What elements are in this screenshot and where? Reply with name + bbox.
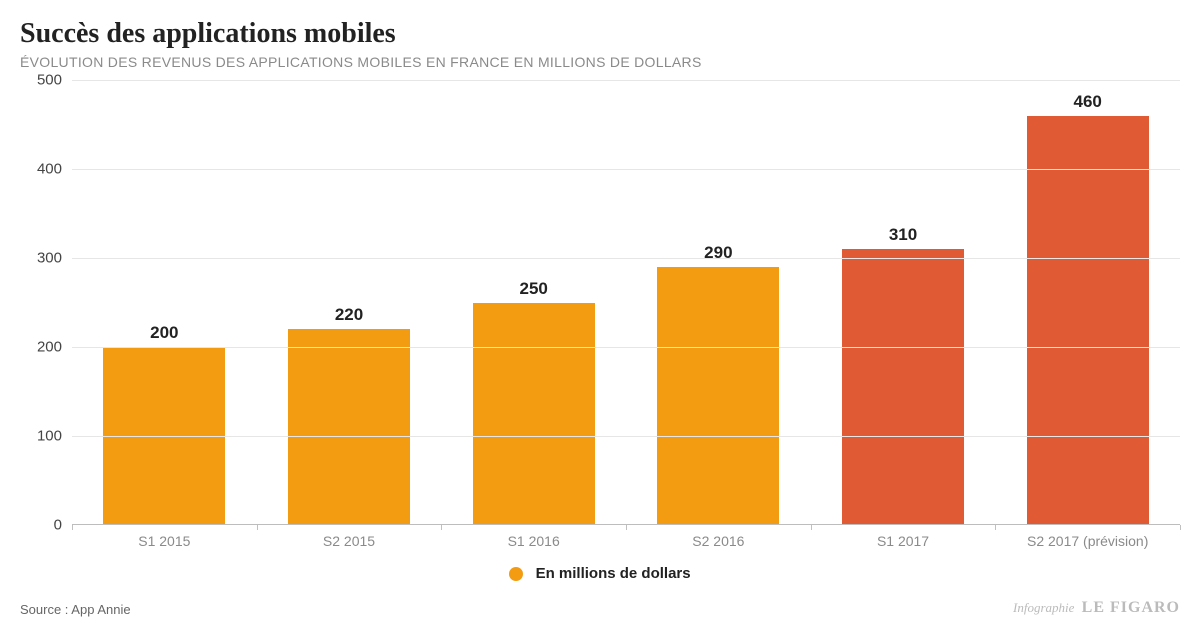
x-tick-label: S2 2015 xyxy=(257,533,442,549)
y-tick-label: 200 xyxy=(37,339,62,356)
bar-slot: 220 xyxy=(257,80,442,525)
legend-marker-icon xyxy=(509,567,523,581)
chart-container: Succès des applications mobiles ÉVOLUTIO… xyxy=(0,0,1200,627)
x-tick xyxy=(995,525,996,530)
chart-footer: Source : App Annie Infographie LE FIGARO xyxy=(20,599,1180,617)
x-tick-label: S2 2017 (prévision) xyxy=(995,533,1180,549)
credit-brand: LE FIGARO xyxy=(1082,599,1180,616)
gridline xyxy=(72,80,1180,81)
x-tick xyxy=(72,525,73,530)
x-tick xyxy=(626,525,627,530)
x-axis-labels: S1 2015S2 2015S1 2016S2 2016S1 2017S2 20… xyxy=(72,533,1180,549)
chart-title: Succès des applications mobiles xyxy=(20,18,1180,50)
bar-slot: 460 xyxy=(995,80,1180,525)
bar-value-label: 200 xyxy=(150,323,178,343)
bar-slot: 310 xyxy=(811,80,996,525)
x-tick-label: S1 2015 xyxy=(72,533,257,549)
bar-value-label: 460 xyxy=(1074,92,1102,112)
x-tick-label: S1 2016 xyxy=(441,533,626,549)
bar-value-label: 310 xyxy=(889,225,917,245)
plot-region: 200 220 250 290 310 460 xyxy=(72,80,1180,525)
x-tick xyxy=(257,525,258,530)
bar-value-label: 290 xyxy=(704,243,732,263)
y-tick-label: 0 xyxy=(54,517,62,534)
gridline xyxy=(72,436,1180,437)
x-tick xyxy=(1180,525,1181,530)
bar: 460 xyxy=(1027,116,1149,525)
x-tick-label: S1 2017 xyxy=(811,533,996,549)
y-tick-label: 300 xyxy=(37,250,62,267)
y-tick-label: 100 xyxy=(37,428,62,445)
y-tick-label: 500 xyxy=(37,72,62,89)
bars-group: 200 220 250 290 310 460 xyxy=(72,80,1180,525)
bar-value-label: 220 xyxy=(335,305,363,325)
bar: 310 xyxy=(842,249,964,525)
bar: 220 xyxy=(288,329,410,525)
bar-slot: 200 xyxy=(72,80,257,525)
bar: 290 xyxy=(657,267,779,525)
gridline xyxy=(72,258,1180,259)
source-text: Source : App Annie xyxy=(20,602,131,617)
y-tick-label: 400 xyxy=(37,161,62,178)
x-tick xyxy=(811,525,812,530)
gridline xyxy=(72,347,1180,348)
chart-plot-area: 0100200300400500 200220250290310460 S1 2… xyxy=(20,80,1180,525)
bar-value-label: 250 xyxy=(519,279,547,299)
bar: 250 xyxy=(473,303,595,526)
y-axis-labels: 0100200300400500 xyxy=(20,80,68,525)
credit-text: Infographie LE FIGARO xyxy=(1013,599,1180,617)
chart-legend: En millions de dollars xyxy=(20,565,1180,582)
x-tick-label: S2 2016 xyxy=(626,533,811,549)
chart-subtitle: ÉVOLUTION DES REVENUS DES APPLICATIONS M… xyxy=(20,54,1180,70)
gridline xyxy=(72,169,1180,170)
legend-label: En millions de dollars xyxy=(536,565,691,582)
bar-slot: 250 xyxy=(441,80,626,525)
bar-slot: 290 xyxy=(626,80,811,525)
x-tick xyxy=(441,525,442,530)
credit-prefix: Infographie xyxy=(1013,600,1074,615)
